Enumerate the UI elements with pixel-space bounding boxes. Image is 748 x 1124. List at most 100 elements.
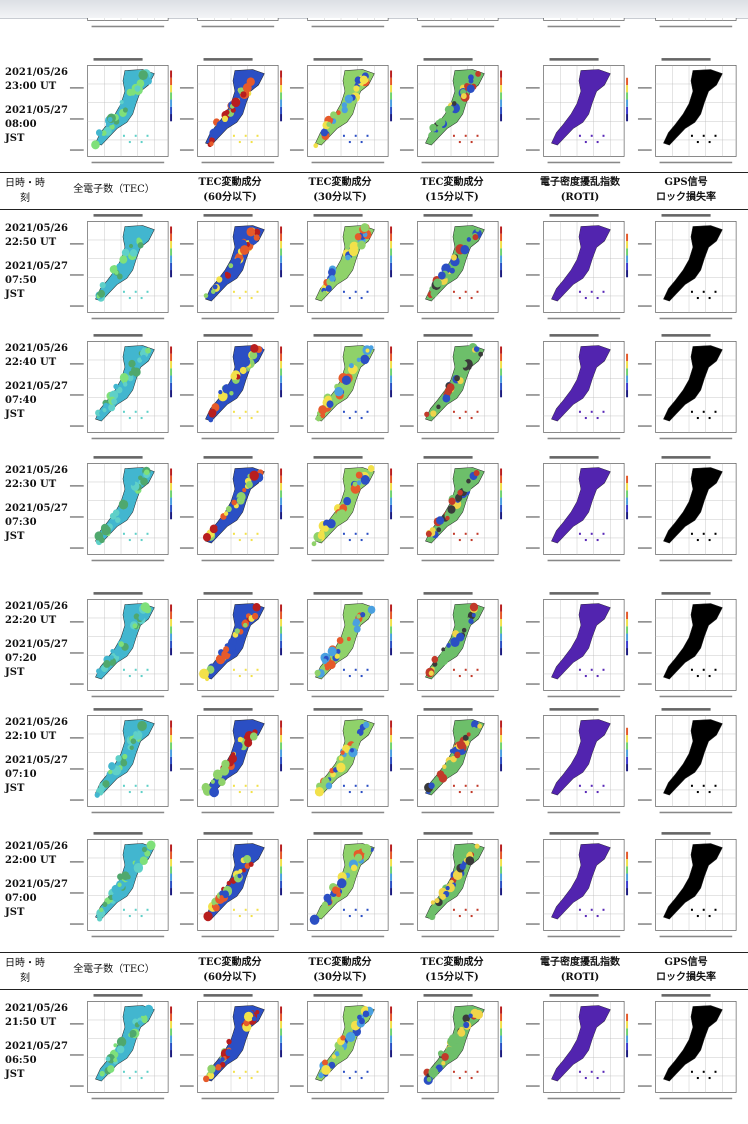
ut-time: 22:20 UT	[5, 615, 57, 626]
ut-time: 22:10 UT	[5, 731, 57, 742]
jst-date: 2021/05/27	[5, 639, 68, 650]
map-row: 2021/05/26 22:10 UT 2021/05/27 07:10 JST	[0, 706, 748, 820]
map-row: 2021/05/26 21:50 UT 2021/05/27 06:50 JST	[0, 992, 748, 1106]
header-d30: TEC変動成分 (30分以下)	[308, 177, 372, 203]
map-d30-partial	[288, 18, 394, 34]
map-row: 2021/05/26 23:00 UT 2021/05/27 08:00 JST	[0, 56, 748, 170]
map-d60	[178, 992, 284, 1106]
map-d30	[288, 590, 394, 704]
map-lol	[636, 212, 742, 326]
map-lol	[636, 454, 742, 568]
jst-time: 07:40	[5, 395, 37, 406]
map-roti	[524, 706, 630, 820]
map-roti	[524, 332, 630, 446]
map-row: 2021/05/26 22:40 UT 2021/05/27 07:40 JST	[0, 332, 748, 446]
map-roti	[524, 590, 630, 704]
header-time: 日時・時刻	[5, 958, 45, 984]
timestamp-label: 2021/05/26 22:20 UT 2021/05/27 07:20 JST	[5, 600, 68, 680]
timestamp-label: 2021/05/26 21:50 UT 2021/05/27 06:50 JST	[5, 1002, 68, 1082]
map-tec	[68, 706, 174, 820]
ut-date: 2021/05/26	[5, 841, 68, 852]
ut-date: 2021/05/26	[5, 67, 68, 78]
map-roti	[524, 830, 630, 944]
jst-tag: JST	[5, 1069, 25, 1080]
ut-time: 22:30 UT	[5, 479, 57, 490]
timestamp-label: 2021/05/26 22:40 UT 2021/05/27 07:40 JST	[5, 342, 68, 422]
map-tec	[68, 830, 174, 944]
jst-date: 2021/05/27	[5, 879, 68, 890]
map-d60	[178, 454, 284, 568]
timestamp-label: 2021/05/26 22:30 UT 2021/05/27 07:30 JST	[5, 464, 68, 544]
jst-date: 2021/05/27	[5, 105, 68, 116]
jst-time: 07:20	[5, 653, 37, 664]
map-lol	[636, 590, 742, 704]
jst-time: 08:00	[5, 119, 37, 130]
jst-tag: JST	[5, 289, 25, 300]
map-d60	[178, 830, 284, 944]
map-d15	[398, 56, 504, 170]
ut-date: 2021/05/26	[5, 343, 68, 354]
map-lol	[636, 332, 742, 446]
timestamp-label: 2021/05/26 22:10 UT 2021/05/27 07:10 JST	[5, 716, 68, 796]
header-tec: 全電子数（TEC）	[73, 964, 155, 975]
jst-date: 2021/05/27	[5, 381, 68, 392]
jst-tag: JST	[5, 783, 25, 794]
map-roti	[524, 992, 630, 1106]
map-d60	[178, 590, 284, 704]
map-tec	[68, 56, 174, 170]
map-tec	[68, 454, 174, 568]
map-roti	[524, 454, 630, 568]
map-d15	[398, 992, 504, 1106]
ut-time: 21:50 UT	[5, 1017, 57, 1028]
table-header: 日時・時刻 全電子数（TEC） TEC変動成分 (60分以下) TEC変動成分 (30…	[0, 952, 748, 990]
map-d15	[398, 830, 504, 944]
jst-tag: JST	[5, 133, 25, 144]
jst-date: 2021/05/27	[5, 1041, 68, 1052]
jst-time: 06:50	[5, 1055, 37, 1066]
map-d60	[178, 212, 284, 326]
map-row: 2021/05/26 22:50 UT 2021/05/27 07:50 JST	[0, 212, 748, 326]
header-lol: GPS信号 ロック損失率	[656, 957, 716, 983]
jst-date: 2021/05/27	[5, 755, 68, 766]
map-d30	[288, 706, 394, 820]
map-d30	[288, 830, 394, 944]
map-d30	[288, 332, 394, 446]
jst-tag: JST	[5, 907, 25, 918]
jst-date: 2021/05/27	[5, 261, 68, 272]
map-lol	[636, 706, 742, 820]
map-tec	[68, 992, 174, 1106]
ut-time: 22:50 UT	[5, 237, 57, 248]
timestamp-label: 2021/05/26 23:00 UT 2021/05/27 08:00 JST	[5, 66, 68, 146]
map-lol	[636, 992, 742, 1106]
map-d60	[178, 56, 284, 170]
header-d15: TEC変動成分 (15分以下)	[420, 177, 484, 203]
map-d60	[178, 706, 284, 820]
header-d60: TEC変動成分 (60分以下)	[198, 177, 262, 203]
timestamp-label: 2021/05/26 22:50 UT 2021/05/27 07:50 JST	[5, 222, 68, 302]
header-time: 日時・時刻	[5, 178, 45, 204]
header-d15: TEC変動成分 (15分以下)	[420, 957, 484, 983]
map-roti	[524, 212, 630, 326]
map-tec-partial	[68, 18, 174, 34]
partial-map-row	[0, 18, 748, 34]
ut-time: 22:40 UT	[5, 357, 57, 368]
ut-time: 22:00 UT	[5, 855, 57, 866]
header-tec: 全電子数（TEC）	[73, 184, 155, 195]
ut-date: 2021/05/26	[5, 465, 68, 476]
map-lol	[636, 56, 742, 170]
jst-tag: JST	[5, 409, 25, 420]
timestamp-label: 2021/05/26 22:00 UT 2021/05/27 07:00 JST	[5, 840, 68, 920]
header-d60: TEC変動成分 (60分以下)	[198, 957, 262, 983]
header-roti: 電子密度擾乱指数 (ROTI)	[540, 957, 620, 983]
map-row: 2021/05/26 22:00 UT 2021/05/27 07:00 JST	[0, 830, 748, 944]
map-d60-partial	[178, 18, 284, 34]
header-lol: GPS信号 ロック損失率	[656, 177, 716, 203]
jst-time: 07:00	[5, 893, 37, 904]
map-d15	[398, 212, 504, 326]
jst-date: 2021/05/27	[5, 503, 68, 514]
map-d30	[288, 56, 394, 170]
ut-date: 2021/05/26	[5, 717, 68, 728]
map-d30	[288, 454, 394, 568]
header-d30: TEC変動成分 (30分以下)	[308, 957, 372, 983]
